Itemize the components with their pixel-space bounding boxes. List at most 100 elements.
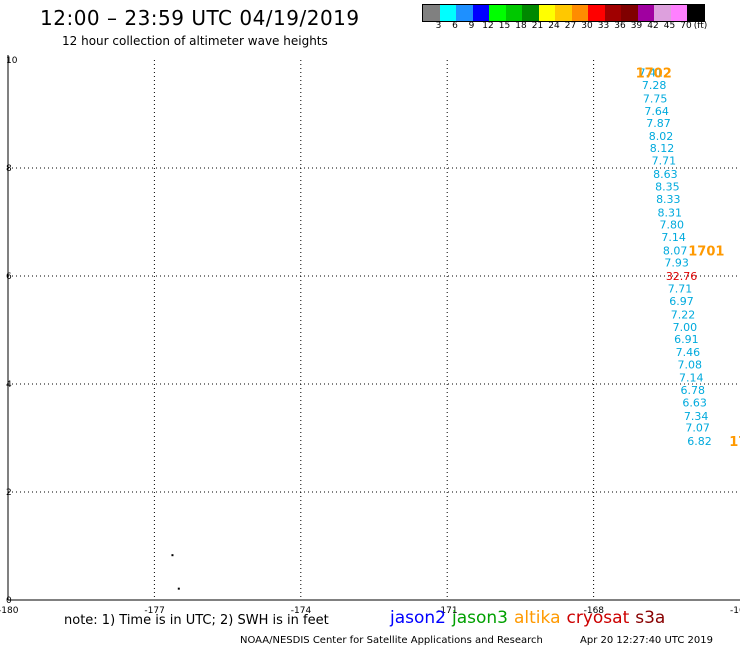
y-tick-label: 4 xyxy=(6,380,12,390)
legend-label: 42 xyxy=(647,21,659,31)
x-tick-label: -180 xyxy=(0,606,19,616)
legend-label: 70 xyxy=(680,21,692,31)
mission-label: cryosat xyxy=(566,608,630,628)
x-tick-label: -177 xyxy=(144,606,164,616)
wave-height-labels: 7.417.287.757.647.878.028.127.718.638.35… xyxy=(638,66,711,448)
wave-height-label: 7.14 xyxy=(679,372,704,385)
legend-label: 45 xyxy=(663,21,676,31)
track-marker xyxy=(177,587,180,590)
y-tick-label: 8 xyxy=(6,164,12,174)
legend-swatch xyxy=(621,5,638,21)
legend-swatch xyxy=(604,5,621,21)
mission-label: s3a xyxy=(635,608,666,628)
y-tick-label: 0 xyxy=(6,596,12,606)
legend-label: 39 xyxy=(630,21,643,31)
legend-swatch xyxy=(687,5,704,21)
y-tick-label: 10 xyxy=(6,56,18,66)
wave-height-label: 7.07 xyxy=(685,422,710,435)
wave-height-label: 7.71 xyxy=(668,282,693,295)
legend-label: 18 xyxy=(515,21,527,31)
credit-text: NOAA/NESDIS Center for Satellite Applica… xyxy=(240,635,543,646)
chart-title: 12:00 – 23:59 UTC 04/19/2019 xyxy=(40,6,360,30)
wave-height-label: 7.64 xyxy=(644,105,669,118)
generated-timestamp: Apr 20 12:27:40 UTC 2019 xyxy=(580,635,713,646)
legend-label: 6 xyxy=(452,21,458,31)
legend-label: 30 xyxy=(581,21,593,31)
time-label: 1701 xyxy=(688,245,724,260)
time-label: 1702 xyxy=(636,66,672,81)
x-tick-label: -16 xyxy=(730,606,740,616)
mission-legend: jason2 jason3 altika cryosat s3a xyxy=(390,608,671,628)
wave-height-label: 7.00 xyxy=(673,321,698,334)
mission-label: altika xyxy=(514,608,561,628)
axes xyxy=(7,55,740,601)
y-tick-label: 2 xyxy=(6,488,12,498)
wave-height-label: 7.34 xyxy=(684,410,709,423)
legend-swatch xyxy=(439,5,456,21)
y-tick-label: 6 xyxy=(6,272,12,282)
mission-label: jason3 xyxy=(452,608,508,628)
wave-height-label: 7.87 xyxy=(646,117,671,130)
legend-label: 36 xyxy=(614,21,626,31)
legend-swatch xyxy=(588,5,605,21)
wave-height-label: 8.12 xyxy=(650,142,675,155)
x-tick-label: -171 xyxy=(437,606,457,616)
wave-height-label: 6.97 xyxy=(669,295,694,308)
legend-swatch xyxy=(555,5,572,21)
footer-note: note: 1) Time is in UTC; 2) SWH is in fe… xyxy=(64,613,329,628)
wave-height-label: 7.93 xyxy=(664,257,689,270)
wave-height-label: 8.33 xyxy=(656,193,681,206)
legend-swatch xyxy=(538,5,555,21)
wave-height-label: 7.41 xyxy=(638,66,663,79)
wave-height-label: 8.31 xyxy=(658,206,683,219)
wave-height-label: 6.91 xyxy=(674,333,699,346)
wave-height-label: 32.76 xyxy=(666,270,698,283)
time-label: 170 xyxy=(729,435,740,450)
wave-height-label: 7.28 xyxy=(642,79,667,92)
legend-swatch xyxy=(522,5,539,21)
color-scale-labels: 3 6 9 12 15 18 21 24 27 30 33 36 39 42 45 70 (ft) xyxy=(422,21,740,35)
track-marker xyxy=(171,554,174,557)
mission-label: jason2 xyxy=(390,608,446,628)
wave-height-label: 6.82 xyxy=(687,435,712,448)
legend-label: 15 xyxy=(498,21,511,31)
legend-swatch xyxy=(654,5,671,21)
wave-height-label: 7.14 xyxy=(661,231,686,244)
time-labels: 1702 1701 170 xyxy=(636,66,740,450)
color-scale-legend xyxy=(422,4,705,22)
chart-subtitle: 12 hour collection of altimeter wave hei… xyxy=(62,34,328,48)
legend-swatch xyxy=(571,5,588,21)
wave-height-label: 8.07 xyxy=(663,245,688,258)
wave-height-label: 8.02 xyxy=(649,130,674,143)
wave-height-label: 7.46 xyxy=(676,346,701,359)
legend-swatch xyxy=(489,5,506,21)
legend-label: 9 xyxy=(468,21,475,31)
legend-swatch xyxy=(670,5,687,21)
legend-label: 3 xyxy=(435,21,442,31)
wave-height-label: 6.63 xyxy=(682,396,707,409)
x-tick-label: -168 xyxy=(584,606,605,616)
x-tick-label: -174 xyxy=(291,606,312,616)
tick-labels: -180 -177 -174 -171 -168 -16 0 2 4 6 8 10 xyxy=(0,56,740,616)
legend-swatch xyxy=(505,5,522,21)
grid-lines xyxy=(8,60,740,600)
wave-height-label: 7.08 xyxy=(678,359,703,372)
legend-label: 33 xyxy=(597,21,610,31)
legend-label: 24 xyxy=(548,21,560,31)
track-markers xyxy=(171,554,180,590)
wave-height-label: 8.63 xyxy=(653,168,678,181)
legend-label: (ft) xyxy=(693,21,708,31)
legend-swatch xyxy=(472,5,489,21)
legend-swatch xyxy=(423,5,440,21)
wave-height-label: 7.75 xyxy=(643,92,668,105)
legend-label: 21 xyxy=(531,21,544,31)
wave-height-label: 7.71 xyxy=(652,154,677,167)
legend-swatch xyxy=(456,5,473,21)
wave-height-label: 8.35 xyxy=(655,180,680,193)
legend-swatch xyxy=(637,5,654,21)
legend-label: 12 xyxy=(482,21,494,31)
wave-height-label: 7.22 xyxy=(671,308,696,321)
wave-height-label: 7.80 xyxy=(659,219,684,232)
legend-label: 27 xyxy=(564,21,577,31)
